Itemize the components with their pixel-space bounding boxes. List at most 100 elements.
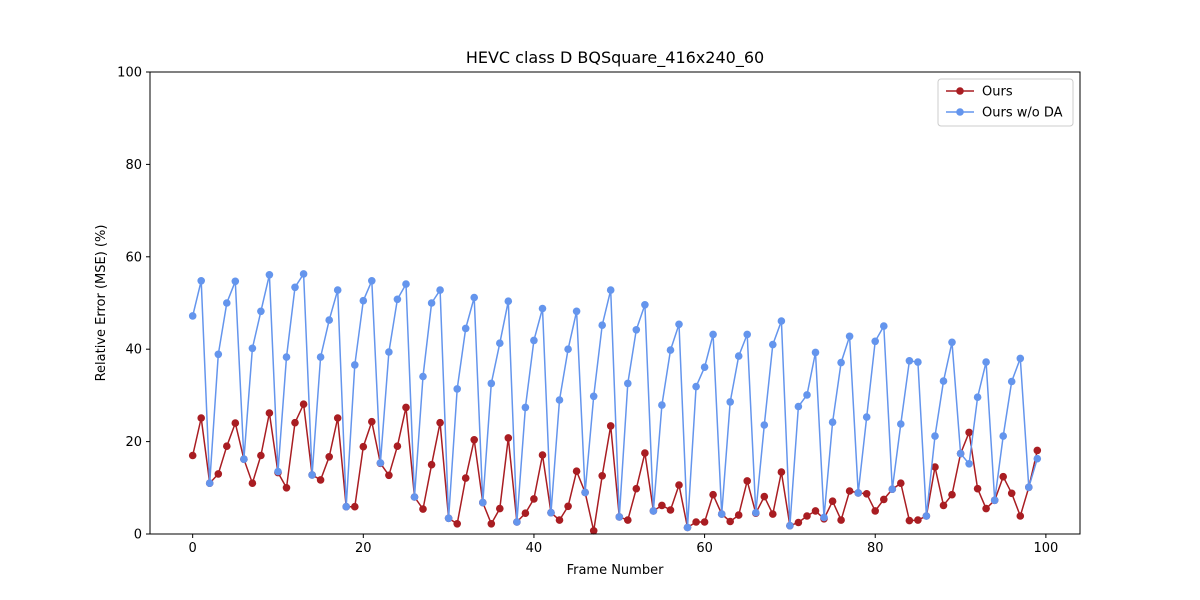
data-point <box>444 514 453 523</box>
data-point <box>606 286 615 294</box>
data-point <box>965 460 973 468</box>
data-point <box>598 472 606 480</box>
data-point <box>291 418 299 427</box>
data-point <box>214 470 223 478</box>
data-point <box>862 413 871 421</box>
data-point <box>385 348 393 356</box>
data-point <box>803 512 811 520</box>
data-point <box>769 340 777 349</box>
data-point <box>316 353 325 361</box>
data-point <box>205 479 214 488</box>
data-point <box>1007 489 1016 498</box>
data-point <box>376 459 385 467</box>
data-point <box>333 286 342 294</box>
data-point <box>777 317 786 325</box>
data-point <box>641 301 649 309</box>
data-point <box>547 508 555 517</box>
data-point <box>700 363 709 372</box>
data-point <box>223 299 231 307</box>
data-point <box>897 479 905 488</box>
data-point <box>419 505 427 513</box>
data-point <box>282 484 291 492</box>
chart-title: HEVC class D BQSquare_416x240_60 <box>466 48 764 68</box>
data-point <box>803 391 811 399</box>
data-point <box>393 295 402 304</box>
data-point <box>1033 454 1042 463</box>
legend-label-1: Ours w/o DA <box>982 106 1063 121</box>
data-point <box>351 361 359 369</box>
x-tick-label: 100 <box>1033 541 1058 556</box>
data-point <box>299 270 308 278</box>
legend-marker-1 <box>956 108 964 116</box>
data-point <box>999 472 1007 481</box>
data-point <box>675 481 683 489</box>
data-point <box>692 382 700 391</box>
data-point <box>666 506 675 514</box>
data-point <box>726 398 734 406</box>
data-point <box>675 320 683 329</box>
data-point <box>564 345 572 354</box>
data-point <box>487 520 496 528</box>
y-tick-label: 80 <box>125 158 142 173</box>
data-point <box>632 326 641 334</box>
data-point <box>769 510 777 518</box>
data-point <box>717 510 726 518</box>
data-point <box>845 332 854 341</box>
data-point <box>470 436 479 444</box>
data-point <box>248 479 257 488</box>
series-line-1 <box>191 271 1039 528</box>
data-point <box>837 358 845 367</box>
data-point <box>393 442 402 451</box>
data-point <box>496 504 504 513</box>
data-point <box>598 321 606 330</box>
data-point <box>385 471 393 480</box>
data-point <box>479 498 487 507</box>
data-point <box>402 403 410 412</box>
data-point <box>606 422 615 430</box>
data-point <box>948 490 956 499</box>
data-point <box>188 451 197 460</box>
data-point <box>282 353 291 361</box>
y-tick-label: 100 <box>117 66 142 81</box>
data-point <box>828 497 837 506</box>
data-point <box>931 432 939 440</box>
data-point <box>265 271 274 279</box>
y-axis-label: Relative Error (MSE) (%) <box>94 225 109 382</box>
data-point <box>752 508 760 517</box>
data-point <box>368 277 376 285</box>
data-point <box>862 490 871 498</box>
data-point <box>410 493 419 501</box>
data-point <box>956 449 965 458</box>
data-point <box>402 280 410 288</box>
data-point <box>794 518 803 527</box>
data-point <box>820 513 828 522</box>
data-point <box>888 485 897 494</box>
data-point <box>982 504 990 513</box>
data-point <box>197 414 205 422</box>
data-point <box>513 518 521 526</box>
data-point <box>504 297 513 306</box>
data-point <box>231 419 240 427</box>
data-point <box>333 414 342 422</box>
data-point <box>743 330 751 339</box>
data-point <box>530 336 538 345</box>
data-point <box>555 516 564 524</box>
data-point <box>760 492 769 501</box>
data-point <box>453 385 462 393</box>
legend-label-0: Ours <box>982 85 1013 100</box>
data-point <box>1025 483 1033 492</box>
plot-frame <box>149 71 1081 535</box>
data-point <box>257 307 265 316</box>
y-axis: 0 20 40 60 80 100 <box>117 66 150 543</box>
data-point <box>504 434 513 442</box>
data-point <box>223 442 231 451</box>
legend: Ours Ours w/o DA <box>937 78 1074 127</box>
data-point <box>726 517 734 526</box>
data-point <box>624 379 632 388</box>
data-point <box>197 277 205 285</box>
data-point <box>734 511 743 519</box>
data-point <box>188 312 197 320</box>
x-axis-label: Frame Number <box>567 563 665 578</box>
data-point <box>461 474 470 482</box>
data-point <box>274 467 282 476</box>
